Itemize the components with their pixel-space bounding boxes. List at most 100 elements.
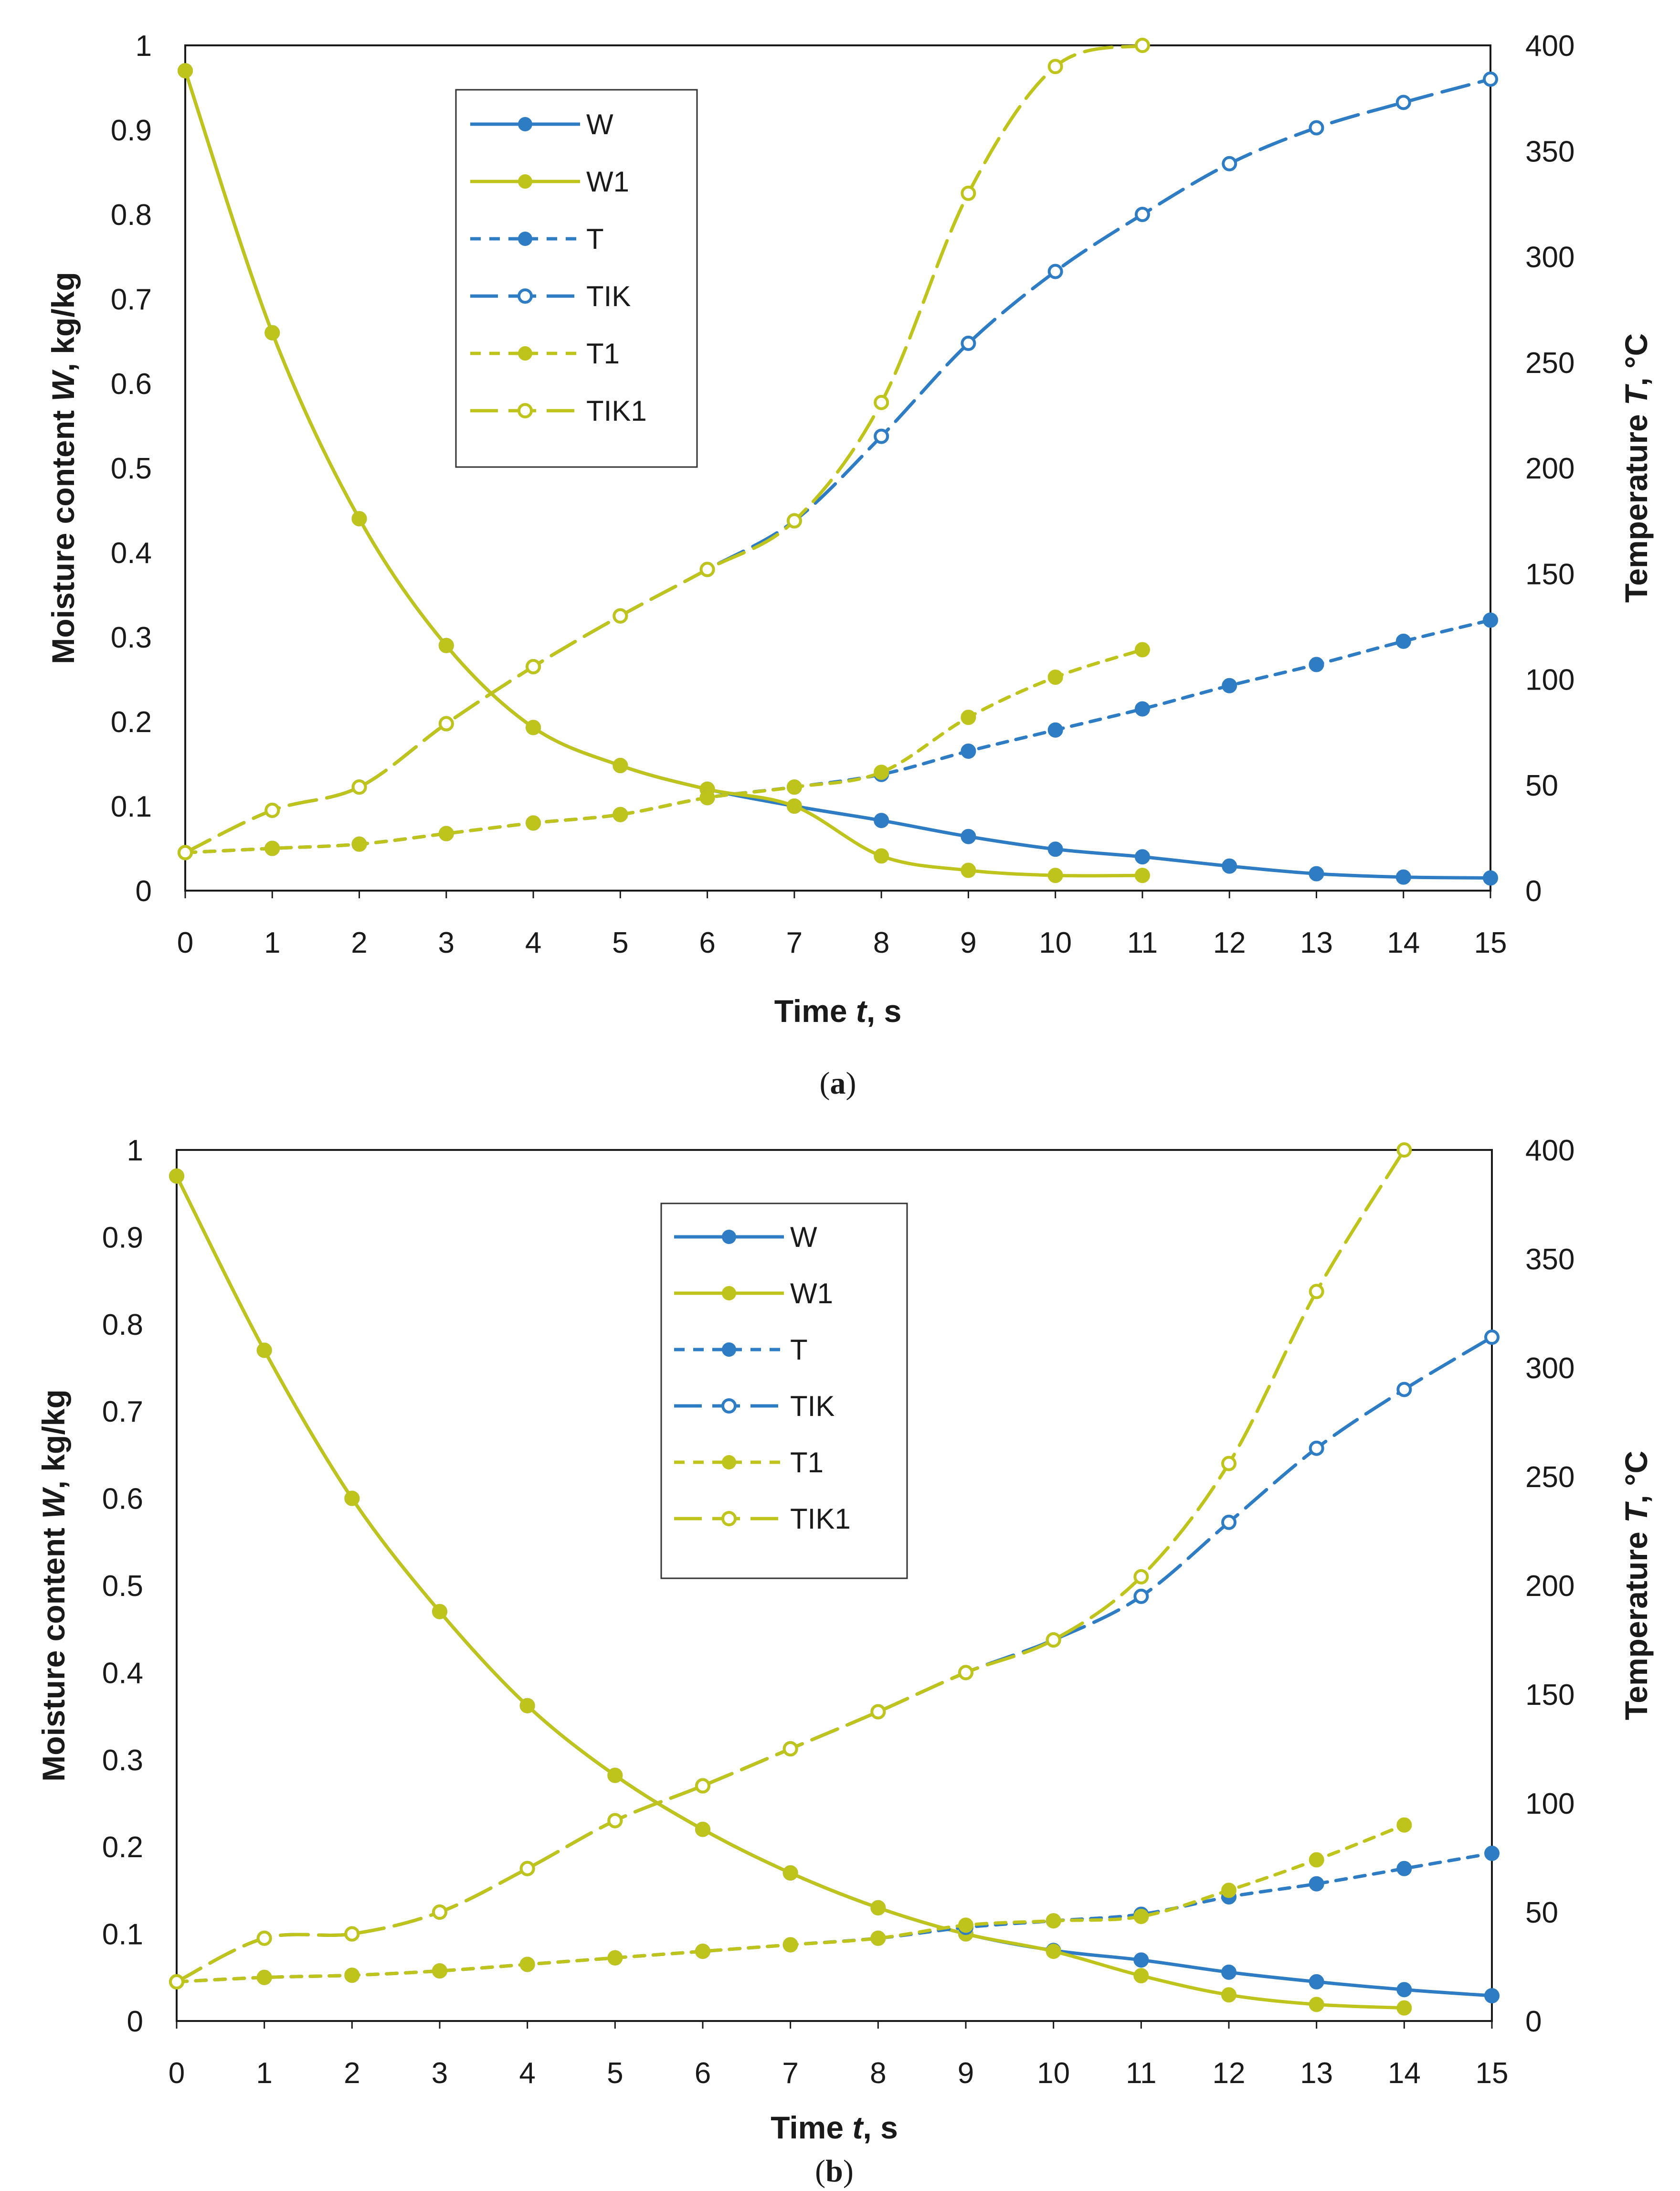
data-point-T1 (961, 710, 976, 725)
x-tick-label: 5 (607, 2057, 623, 2090)
x-tick-label: 12 (1213, 926, 1246, 959)
data-point-T (1396, 1861, 1412, 1876)
x-tick-label: 7 (782, 2057, 798, 2090)
plot-area (176, 1149, 1493, 2022)
x-tick-label: 6 (699, 926, 715, 959)
data-point-T1 (699, 790, 715, 806)
legend: W W1 T TIK T1 TIK1 (660, 1202, 908, 1579)
series-line-T1 (183, 648, 1144, 854)
data-point-W1 (351, 511, 367, 527)
data-point-W1 (786, 798, 802, 814)
y-tick-label: 0.1 (102, 1918, 143, 1951)
data-point-W1 (607, 1767, 623, 1783)
y-tick-label: 0 (127, 2005, 143, 2038)
data-point-TIK1 (870, 1704, 886, 1720)
x-tick-label: 9 (960, 926, 976, 959)
y-axis-title: Moisture content W, kg/kg (36, 1389, 71, 1781)
data-point-T1 (1396, 1817, 1412, 1833)
series-layer (169, 1142, 1500, 2016)
data-point-W1 (695, 1821, 710, 1837)
x-tick-label: 9 (958, 2057, 974, 2090)
data-point-TIK1 (178, 845, 193, 861)
data-point-T1 (1047, 670, 1063, 685)
legend-entry-TIK: TIK (674, 1390, 835, 1422)
legend-swatch-marker (518, 403, 533, 418)
x-tick-label: 15 (1474, 926, 1507, 959)
y2-tick-label: 300 (1525, 241, 1574, 274)
legend-items: W W1 T TIK T1 TIK1 (674, 1221, 851, 1535)
legend-label: TIK (586, 280, 631, 312)
y2-tick-label: 400 (1525, 30, 1574, 63)
data-point-TIK1 (1396, 1142, 1412, 1158)
left-y-axis-ticks: 0 0.1 0.2 0.3 0.4 0.5 0.6 0.7 0.8 0.9 1 (102, 1134, 143, 2038)
y-tick-label: 0.4 (111, 537, 152, 570)
legend-entry-W1: W1 (674, 1277, 833, 1309)
data-point-T1 (264, 840, 280, 856)
y-axis-title: Moisture content W, kg/kg (45, 272, 81, 664)
data-point-TIK1 (782, 1741, 798, 1756)
x-tick-label: 0 (169, 2057, 185, 2090)
data-point-T1 (1134, 642, 1150, 658)
y-tick-label: 0.2 (102, 1831, 143, 1864)
data-point-W1 (432, 1604, 447, 1619)
y2-tick-label: 150 (1525, 1679, 1574, 1712)
x-tick-label: 1 (256, 2057, 272, 2090)
data-point-TIK1 (438, 716, 454, 732)
legend-label: TIK1 (790, 1503, 851, 1535)
data-point-W1 (264, 325, 280, 340)
legend-swatch-marker (721, 1398, 737, 1414)
data-point-TIK1 (786, 513, 802, 529)
data-point-TIK (1221, 1514, 1236, 1530)
data-point-W (1396, 1982, 1412, 1998)
data-point-W1 (870, 1900, 886, 1915)
y-tick-label: 0.7 (111, 283, 152, 316)
data-point-W1 (1047, 868, 1063, 883)
data-point-W1 (1133, 1968, 1149, 1984)
plot-frame (184, 44, 1491, 892)
legend-label: TIK1 (586, 395, 647, 427)
legend-entry-T1: T1 (470, 338, 620, 370)
legend-entry-TIK1: TIK1 (470, 395, 647, 427)
x-tick-label: 14 (1388, 2057, 1421, 2090)
x-tick-label: 13 (1300, 926, 1333, 959)
legend-entry-W: W (674, 1221, 817, 1253)
data-point-W1 (874, 848, 889, 864)
y-tick-label: 0.1 (111, 790, 152, 823)
data-point-W1 (344, 1490, 360, 1506)
legend-box (455, 89, 698, 468)
data-point-T1 (695, 1944, 710, 1959)
data-point-TIK1 (874, 394, 889, 410)
y-tick-label: 0.3 (111, 621, 152, 654)
y2-tick-label: 350 (1525, 135, 1574, 168)
data-point-W1 (613, 758, 628, 774)
x-tick-label: 3 (438, 926, 454, 959)
data-point-TIK1 (256, 1930, 272, 1946)
data-point-W1 (1396, 2000, 1412, 2016)
y-tick-label: 0.6 (102, 1483, 143, 1516)
x-tick-label: 6 (695, 2057, 711, 2090)
data-point-T (1395, 633, 1411, 649)
legend-entry-T: T (470, 223, 604, 255)
data-point-W (1221, 1964, 1236, 1980)
data-point-T1 (1221, 1883, 1236, 1898)
data-point-TIK1 (351, 779, 367, 795)
legend-label: W1 (790, 1277, 833, 1309)
legend-swatch-marker (518, 174, 532, 189)
y-tick-label: 0.9 (102, 1221, 143, 1254)
data-point-W1 (256, 1342, 272, 1358)
legend-swatch-marker (518, 117, 532, 131)
data-point-TIK1 (699, 562, 715, 577)
data-point-TIK1 (695, 1778, 710, 1794)
x-axis-ticks: 0 1 2 3 4 5 6 7 8 9 10 11 12 13 14 15 (177, 891, 1507, 959)
y-tick-label: 0.8 (111, 199, 152, 232)
data-point-T (1222, 678, 1237, 693)
data-point-T1 (786, 779, 802, 795)
y2-tick-label: 200 (1525, 1570, 1574, 1603)
data-point-T1 (438, 826, 454, 841)
legend-swatch-marker (722, 1230, 736, 1244)
y-tick-label: 0.8 (102, 1308, 143, 1341)
x-tick-label: 0 (177, 926, 193, 959)
x-tick-label: 15 (1476, 2057, 1509, 2090)
x-tick-label: 3 (432, 2057, 448, 2090)
